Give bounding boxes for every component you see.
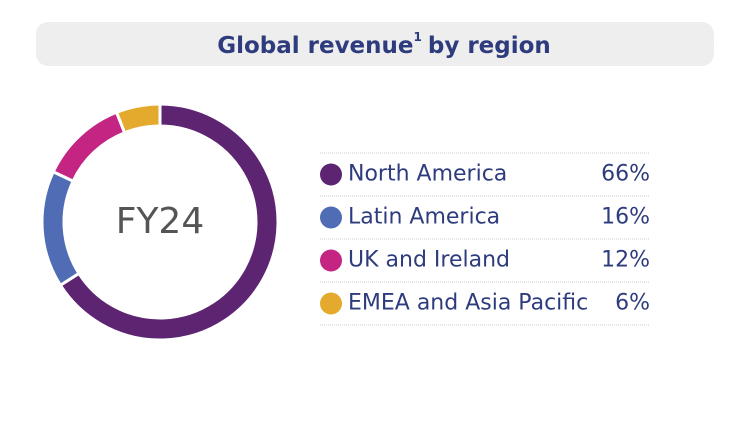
donut-segment: [114, 102, 162, 135]
donut-segment: [51, 110, 127, 184]
legend-swatch: [320, 206, 342, 229]
donut-segment: [40, 169, 82, 288]
legend-label: North America: [348, 162, 507, 187]
legend-label: UK and Ireland: [348, 248, 510, 273]
title-footnote: 1: [414, 30, 422, 44]
legend-label: Latin America: [348, 205, 500, 230]
title-bar: [36, 22, 714, 66]
legend-value: 12%: [601, 248, 650, 273]
legend-swatch: [320, 249, 342, 272]
title-text: Global revenue: [217, 33, 413, 59]
legend-label: EMEA and Asia Pacific: [348, 291, 588, 316]
legend-value: 6%: [615, 291, 650, 316]
legend-swatch: [320, 292, 342, 315]
center-label: FY24: [116, 201, 205, 242]
legend-swatch: [320, 163, 342, 186]
donut-segment: [58, 102, 280, 342]
chart-title: Global revenue1 by region: [217, 30, 551, 59]
legend-value: 66%: [601, 162, 650, 187]
title-end: by region: [428, 33, 551, 59]
legend-value: 16%: [601, 205, 650, 230]
